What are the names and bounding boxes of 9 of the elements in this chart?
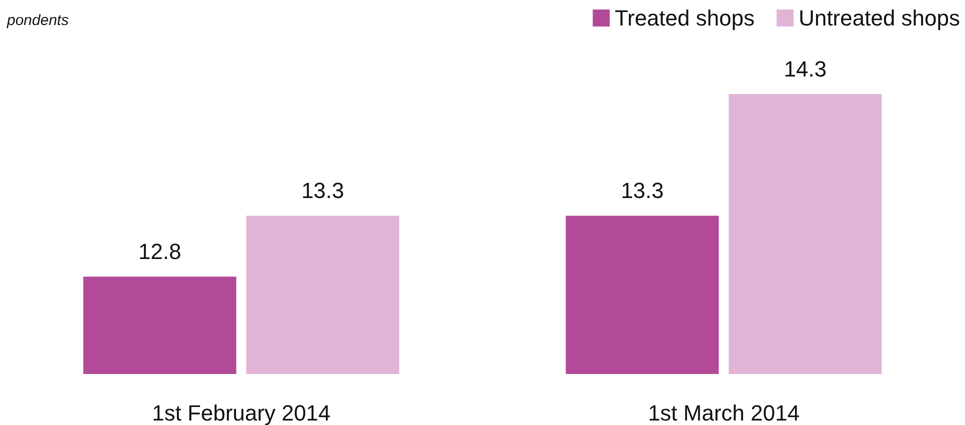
x-tick-label: 1st February 2014 [152,400,331,425]
data-label: 13.3 [301,178,344,204]
legend-label: Treated shops [614,6,755,30]
data-label: 14.3 [784,56,827,82]
legend-label: Untreated shops [798,6,960,30]
data-label: 13.3 [620,178,664,204]
x-tick-label: 1st March 2014 [648,400,800,425]
y-axis-title: pondents [6,12,70,29]
data-label: 12.8 [138,239,182,264]
